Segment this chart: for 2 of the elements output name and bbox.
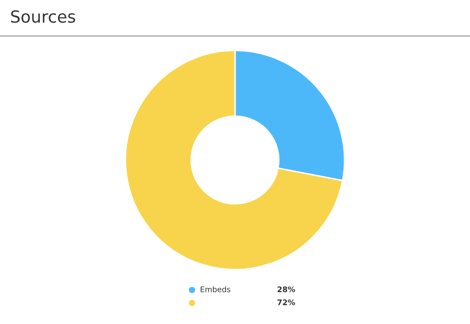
chart-title: Sources xyxy=(11,10,76,23)
donut-slice xyxy=(124,50,344,270)
